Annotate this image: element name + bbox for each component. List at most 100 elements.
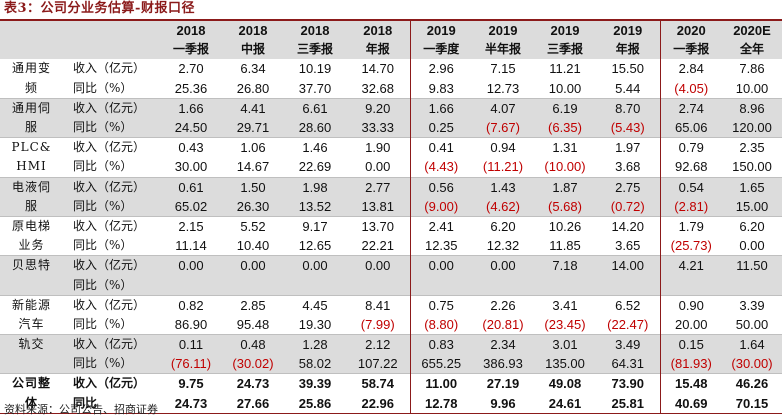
value-cell: 3.68: [615, 159, 641, 175]
value-cell: 1.46: [284, 137, 346, 158]
value-cell: 0.41: [409, 137, 472, 158]
value-cell: 4.45: [284, 294, 346, 315]
segment-name: 服: [0, 196, 63, 217]
value-cell: 655.25: [409, 354, 472, 374]
value-cell: 22.21: [361, 238, 395, 254]
value-cell: 3.65: [615, 238, 641, 254]
yoy-row: 同比（%）: [0, 275, 782, 296]
value-cell: 2.12: [346, 334, 410, 355]
value-cell: 3.41: [534, 294, 596, 315]
value-cell: 12.65: [298, 238, 332, 254]
segment-name: 公司整: [0, 373, 63, 394]
value-cell: 150.00: [732, 159, 772, 175]
value-cell: 12.78: [409, 393, 472, 414]
value-cell: 2.15: [160, 215, 222, 237]
value-cell: 3.49: [596, 334, 660, 355]
header-year: 2019: [534, 21, 596, 41]
value-cell: 1.90: [346, 137, 410, 158]
revenue-row: 新能源 收入（亿元） 0.82 2.85 4.45 8.41 0.75 2.26 3.41 6.5…: [0, 294, 782, 315]
metric-label: 收入（亿元）: [73, 61, 146, 76]
segment-name: 新能源: [0, 294, 63, 315]
header-blank: [0, 40, 63, 60]
value-cell: 0.00: [409, 255, 472, 276]
value-cell: 27.66: [222, 393, 284, 414]
revenue-row: 通用伺 收入（亿元） 1.66 4.41 6.61 9.20 1.66 4.07 6.19 8.7…: [0, 97, 782, 118]
value-cell: 4.41: [222, 97, 284, 118]
yoy-row: 服同比（%） 24.50 29.71 28.60 33.33 0.25 (7.67) (6.3…: [0, 117, 782, 138]
value-cell: 28.60: [284, 117, 346, 138]
segment-name: 汽车: [18, 316, 45, 331]
value-cell: 6.19: [534, 97, 596, 118]
revenue-row: 电液伺 收入（亿元） 0.61 1.50 1.98 2.77 0.56 1.43 1.87 2.7…: [0, 176, 782, 197]
header-period: 三季报: [284, 40, 346, 60]
yoy-row: 汽车 同比（%） 86.90 95.48 19.30 (7.99) (8.80) (20.81…: [0, 314, 782, 335]
value-cell: (7.99): [360, 316, 395, 332]
value-cell: 2.74: [659, 97, 722, 118]
value-cell: 0.00: [472, 255, 534, 276]
value-cell: 86.90: [174, 316, 208, 332]
value-cell: 37.70: [298, 80, 332, 96]
value-cell: [534, 275, 596, 296]
yoy-row: HMI 同比（%） 30.00 14.67 22.69 0.00 (4.43) (11.21)…: [0, 157, 782, 177]
value-cell: [659, 275, 722, 296]
header-year: 2019: [472, 21, 534, 41]
metric-label: 收入（亿元）: [63, 334, 160, 355]
value-cell: 1.64: [722, 334, 782, 355]
value-cell: (11.21): [482, 159, 524, 175]
revenue-row: 轨交 收入（亿元） 0.11 0.48 1.28 2.12 0.83 2.34 3.01 3.49…: [0, 334, 782, 355]
value-cell: 10.40: [236, 238, 270, 254]
header-year: 2018: [346, 21, 410, 41]
value-cell: (4.62): [472, 196, 534, 217]
value-cell: 3.01: [534, 334, 596, 355]
segment-name: [0, 354, 63, 374]
value-cell: 25.81: [596, 393, 660, 414]
value-cell: 0.56: [409, 176, 472, 197]
value-cell: [160, 275, 222, 296]
value-cell: 4.21: [659, 255, 722, 276]
value-cell: 95.48: [236, 316, 270, 332]
value-cell: 9.96: [472, 393, 534, 414]
value-cell: 1.66: [160, 97, 222, 118]
value-cell: [346, 275, 410, 296]
value-cell: 1.06: [222, 137, 284, 158]
value-cell: 6.52: [596, 294, 660, 315]
value-cell: 1.43: [472, 176, 534, 197]
header-period: 半年报: [472, 40, 534, 60]
value-cell: 2.26: [472, 294, 534, 315]
segment-name: 业务: [18, 238, 45, 253]
value-cell: 58.02: [284, 354, 346, 374]
metric-label: 同比（%）: [73, 316, 133, 331]
metric-label: 收入（亿元）: [63, 373, 160, 394]
metric-label: 同比（%）: [63, 275, 160, 296]
value-cell: 0.00: [284, 255, 346, 276]
value-cell: 26.30: [222, 196, 284, 217]
header-blank: [63, 21, 160, 41]
metric-label: 同比（%）: [63, 196, 160, 217]
value-cell: 9.20: [346, 97, 410, 118]
value-cell: 0.90: [659, 294, 722, 315]
value-cell: 10.00: [735, 80, 769, 96]
value-cell: 6.20: [472, 215, 534, 237]
value-cell: (7.67): [472, 117, 534, 138]
segment-name: 原电梯: [0, 215, 63, 237]
segment-name: PLC&: [0, 137, 63, 158]
yoy-row: 体同比 24.73 27.66 25.86 22.96 12.78 9.96 24.61 25.…: [0, 393, 782, 414]
value-cell: 1.97: [596, 137, 660, 158]
value-cell: 0.11: [160, 334, 222, 355]
value-cell: 0.00: [739, 238, 765, 254]
value-cell: 7.86: [739, 61, 765, 77]
value-cell: (5.43): [596, 117, 660, 138]
value-cell: 0.43: [160, 137, 222, 158]
header-blank: [63, 40, 160, 60]
value-cell: 1.66: [409, 97, 472, 118]
value-cell: 11.85: [549, 238, 581, 254]
value-cell: 11.21: [549, 61, 581, 77]
value-cell: 1.98: [284, 176, 346, 197]
value-cell: 0.15: [659, 334, 722, 355]
value-cell: (20.81): [482, 316, 524, 332]
value-cell: 11.14: [175, 238, 207, 254]
segment-name: 体: [0, 393, 63, 414]
value-cell: 29.71: [222, 117, 284, 138]
value-cell: 6.20: [722, 215, 782, 237]
revenue-row: 公司整 收入（亿元） 9.75 24.73 39.39 58.74 11.00 27.19 49…: [0, 373, 782, 394]
